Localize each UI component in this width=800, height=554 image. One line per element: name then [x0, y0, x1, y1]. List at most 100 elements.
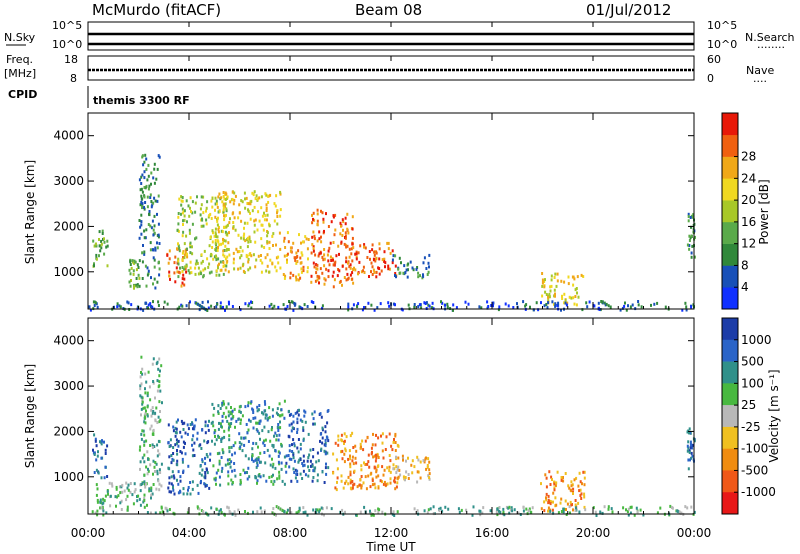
velocity-echo-cell [212, 424, 215, 428]
power-echo-cell [343, 276, 346, 279]
power-echo-cell [333, 263, 336, 267]
velocity-echo-cell [370, 446, 373, 450]
velocity-echo-cell [472, 505, 475, 509]
velocity-echo-cell [256, 421, 259, 425]
velocity-echo-cell [343, 439, 346, 443]
velocity-echo-cell [155, 362, 158, 366]
power-echo-cell [243, 221, 246, 225]
power-echo-region [88, 300, 695, 312]
power-echo-cell [402, 271, 405, 275]
velocity-echo-cell [345, 479, 348, 483]
power-echo-cell [265, 269, 268, 273]
power-echo-cell [259, 258, 262, 262]
power-echo-cell [271, 234, 274, 238]
power-echo-cell [205, 308, 207, 312]
power-echo-cell [344, 243, 347, 247]
velocity-echo-cell [217, 410, 220, 414]
power-echo-cell [541, 281, 544, 285]
power-echo-cell [106, 244, 109, 248]
velocity-echo-cell [172, 488, 175, 492]
velocity-echo-cell [580, 497, 583, 500]
velocity-echo-cell [444, 505, 447, 509]
power-echo-cell [378, 247, 381, 251]
velocity-echo-cell [271, 465, 274, 469]
velocity-echo-cell [522, 505, 525, 509]
velocity-echo-cell [221, 448, 224, 452]
velocity-echo-cell [230, 445, 233, 449]
power-echo-cell [203, 249, 206, 253]
power-echo-cell [687, 219, 690, 223]
power-echo-cell [130, 279, 132, 282]
velocity-echo-cell [227, 506, 230, 510]
velocity-echo-cell [298, 458, 301, 462]
power-echo-cell [363, 243, 366, 247]
velocity-echo-cell [103, 476, 106, 480]
velocity-echo-cell [159, 369, 161, 373]
velocity-echo-cell [292, 427, 295, 431]
power-echo-cell [554, 304, 557, 308]
velocity-echo-cell [167, 441, 170, 445]
velocity-echo-cell [360, 486, 363, 490]
velocity-echo-cell [583, 483, 586, 487]
power-echo-cell [223, 218, 226, 222]
power-echo-cell [149, 248, 152, 252]
velocity-echo-cell [311, 464, 314, 468]
power-echo-cell [128, 268, 131, 272]
power-echo-cell [551, 300, 554, 304]
velocity-echo-cell [182, 445, 185, 449]
power-echo-cell [566, 301, 569, 305]
power-echo-cell [254, 197, 257, 201]
power-echo-cell [399, 271, 402, 275]
power-echo-cell [407, 268, 409, 272]
velocity-echo-cell [150, 414, 153, 418]
power-echo-cell [183, 277, 186, 281]
power-echo-cell [512, 306, 515, 309]
power-echo-region [541, 272, 585, 307]
nsearch-tick-low: 10^0 [707, 38, 737, 51]
power-echo-cell [147, 271, 150, 275]
power-echo-cell [417, 305, 420, 309]
velocity-echo-cell [496, 513, 499, 517]
velocity-echo-cell [273, 479, 276, 483]
velocity-echo-cell [204, 483, 207, 487]
power-echo-cell [370, 261, 373, 265]
velocity-echo-cell [146, 511, 149, 514]
velocity-echo-cell [355, 513, 357, 517]
power-echo-cell [640, 305, 643, 309]
velocity-echo-cell [366, 462, 369, 466]
power-echo-cell [401, 308, 404, 312]
power-echo-cell [229, 200, 232, 204]
velocity-echo-cell [158, 452, 161, 456]
velocity-echo-cell [285, 470, 288, 474]
power-echo-cell [158, 273, 161, 277]
power-echo-cell [232, 225, 235, 229]
power-echo-cell [397, 267, 400, 271]
power-echo-cell [182, 250, 185, 254]
power-echo-cell [199, 207, 202, 211]
velocity-echo-cell [181, 422, 184, 426]
velocity-echo-cell [100, 506, 103, 510]
colorbar-cell [722, 448, 738, 471]
power-echo-cell [464, 300, 467, 304]
velocity-echo-cell [349, 470, 352, 474]
velocity-echo-cell [393, 479, 396, 483]
velocity-echo-cell [228, 446, 231, 450]
velocity-echo-cell [140, 382, 143, 386]
velocity-echo-cell [220, 469, 223, 473]
colorbar-cell [722, 113, 738, 136]
velocity-echo-cell [299, 458, 302, 461]
power-echo-cell [239, 245, 242, 249]
velocity-echo-cell [372, 513, 375, 517]
velocity-echo-cell [290, 412, 293, 416]
power-echo-cell [143, 250, 146, 254]
velocity-echo-cell [265, 479, 268, 483]
power-echo-cell [261, 261, 264, 265]
power-echo-cell [137, 273, 140, 277]
power-echo-cell [243, 226, 245, 230]
velocity-echo-cell [189, 481, 192, 484]
ytick-label: 1000 [53, 265, 84, 279]
power-echo-cell [183, 283, 186, 287]
power-echo-cell [194, 237, 196, 241]
power-echo-cell [146, 205, 149, 209]
velocity-echo-cell [347, 475, 350, 479]
